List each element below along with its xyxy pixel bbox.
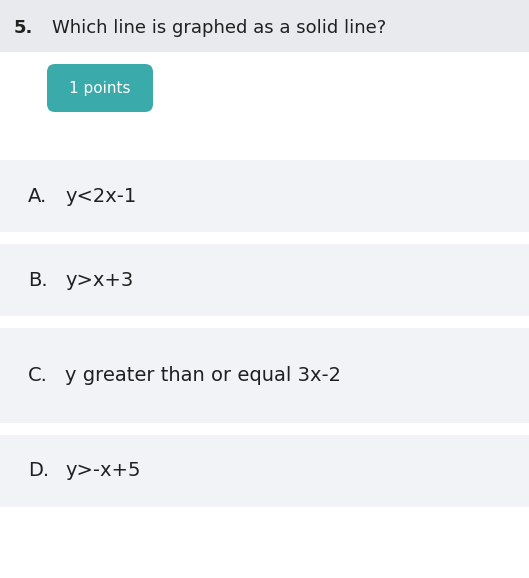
Text: B.: B. — [28, 271, 48, 290]
FancyBboxPatch shape — [0, 328, 529, 423]
Text: 1 points: 1 points — [69, 80, 131, 95]
FancyBboxPatch shape — [0, 160, 529, 232]
FancyBboxPatch shape — [0, 435, 529, 507]
Text: y<2x-1: y<2x-1 — [65, 187, 136, 206]
Text: Which line is graphed as a solid line?: Which line is graphed as a solid line? — [52, 19, 386, 37]
Text: C.: C. — [28, 366, 48, 385]
Text: y>-x+5: y>-x+5 — [65, 461, 141, 480]
Text: y>x+3: y>x+3 — [65, 271, 133, 290]
FancyBboxPatch shape — [47, 64, 153, 112]
Text: A.: A. — [28, 187, 47, 206]
FancyBboxPatch shape — [0, 244, 529, 316]
Text: 5.: 5. — [14, 19, 33, 37]
Text: y greater than or equal 3x-2: y greater than or equal 3x-2 — [65, 366, 341, 385]
FancyBboxPatch shape — [0, 52, 529, 578]
Text: D.: D. — [28, 461, 49, 480]
FancyBboxPatch shape — [0, 0, 529, 52]
